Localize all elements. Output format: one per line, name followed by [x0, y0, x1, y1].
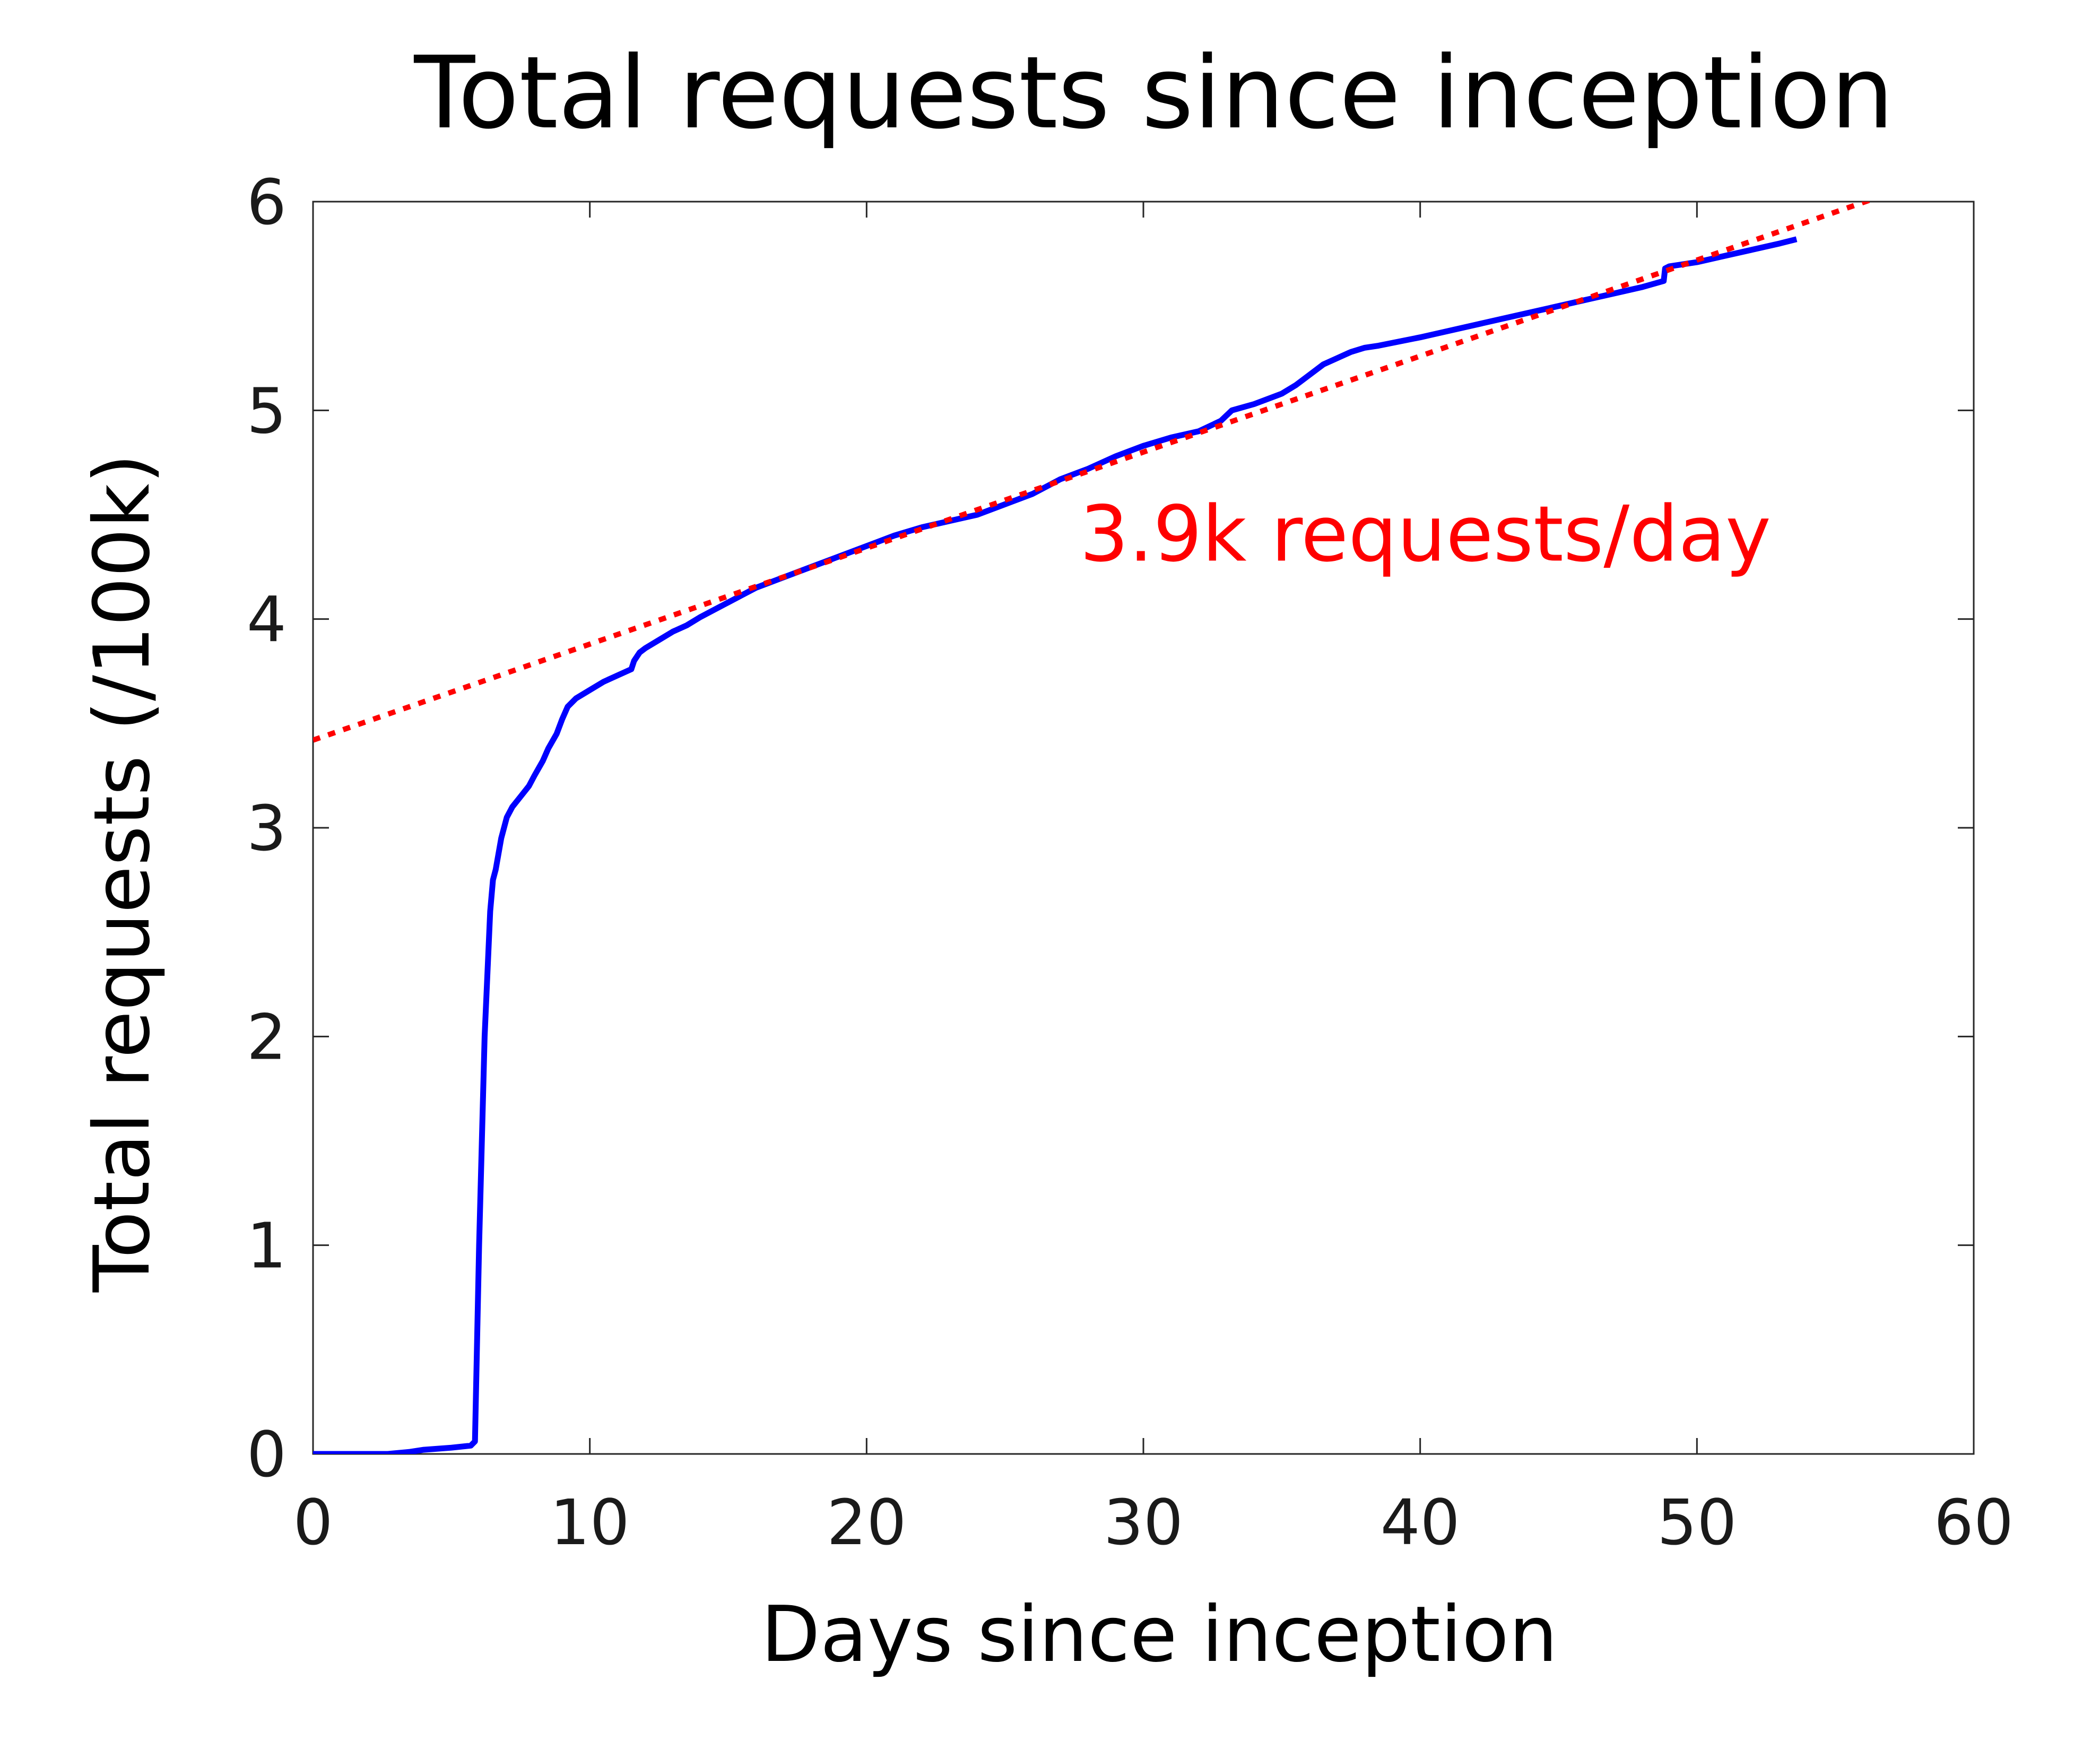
- x-tick-label: 20: [827, 1486, 906, 1559]
- x-tick-label: 50: [1657, 1486, 1737, 1559]
- requests-line: [313, 236, 1798, 1454]
- x-tick-label: 60: [1934, 1486, 2014, 1559]
- x-tick-label: 40: [1381, 1486, 1460, 1559]
- x-tick-label: 30: [1104, 1486, 1183, 1559]
- y-tick-label: 1: [247, 1209, 287, 1283]
- y-axis-label: Total requests (/100k): [77, 454, 167, 1293]
- y-tick-label: 3: [247, 792, 287, 865]
- y-tick-label: 2: [247, 1000, 287, 1073]
- x-tick-label: 0: [293, 1486, 333, 1559]
- y-tick-label: 0: [247, 1418, 287, 1491]
- y-tick-label: 6: [247, 166, 287, 239]
- x-axis-label: Days since inception: [761, 1590, 1558, 1679]
- y-tick-label: 4: [247, 583, 287, 656]
- trend-line: [313, 202, 1874, 743]
- chart-title: Total requests since inception: [413, 35, 1894, 151]
- y-tick-label: 5: [247, 374, 287, 447]
- plot-area-box: [312, 201, 1975, 1455]
- x-tick-label: 10: [550, 1486, 630, 1559]
- rate-annotation: 3.9k requests/day: [1080, 490, 1771, 579]
